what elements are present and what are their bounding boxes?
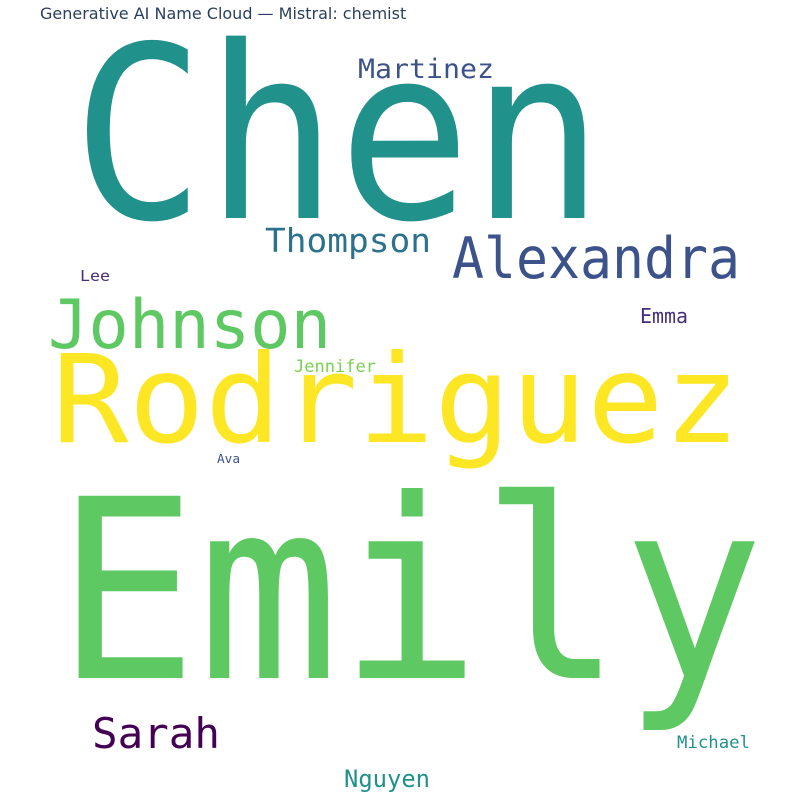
word-martinez: Martinez: [358, 54, 494, 85]
word-sarah: Sarah: [92, 709, 220, 758]
word-emily: Emily: [56, 446, 764, 737]
word-ava: Ava: [217, 452, 240, 466]
word-thompson: Thompson: [265, 221, 431, 260]
word-jennifer: Jennifer: [294, 357, 376, 377]
word-lee: Lee: [80, 267, 110, 285]
word-johnson: Johnson: [48, 286, 331, 365]
word-chen: Chen: [72, 0, 604, 275]
chart-title: Generative AI Name Cloud — Mistral: chem…: [40, 4, 407, 23]
word-emma: Emma: [640, 304, 688, 328]
word-michael: Michael: [677, 733, 750, 753]
word-alexandra: Alexandra: [452, 226, 740, 292]
word-rodriguez: Rodriguez: [52, 329, 740, 471]
word-nguyen: Nguyen: [344, 765, 430, 793]
